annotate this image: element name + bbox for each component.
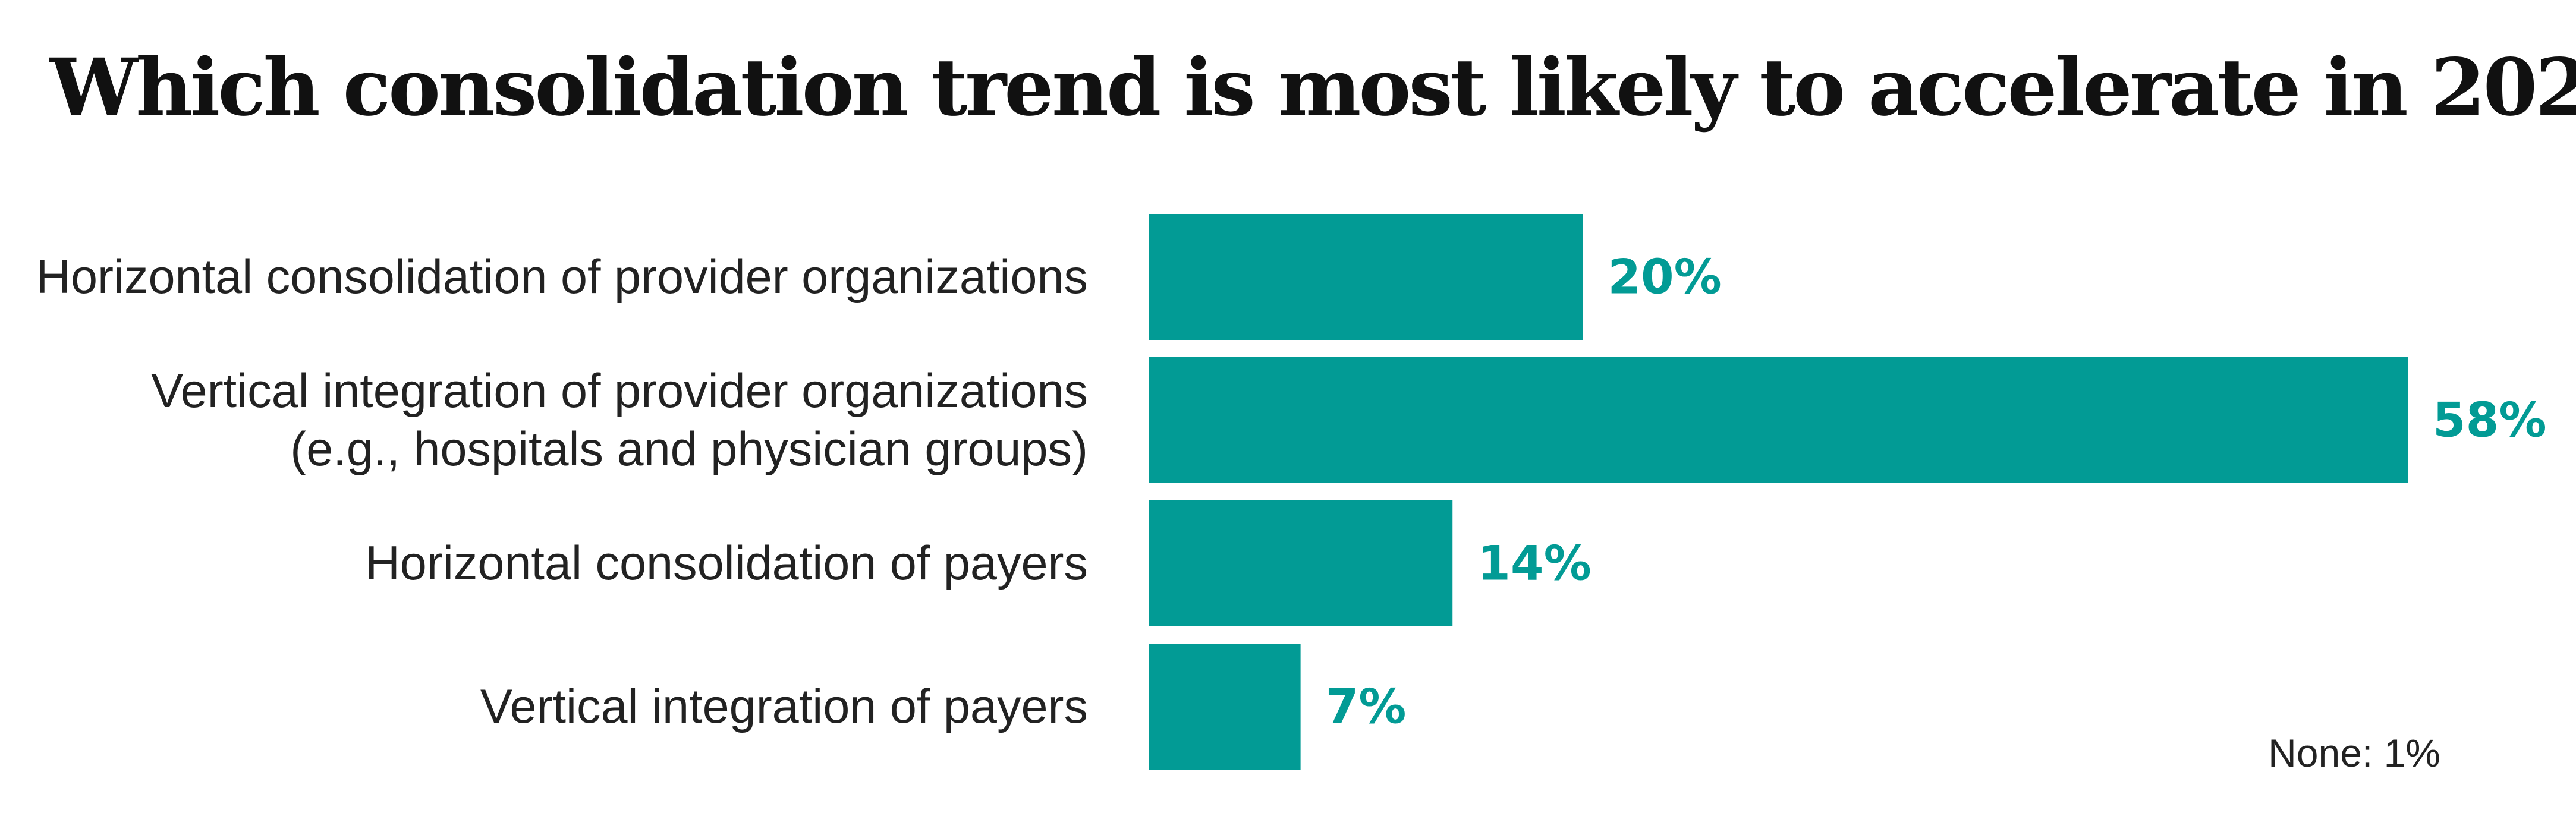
value-label-1: 58% [2433, 393, 2546, 448]
value-label-2: 14% [1477, 536, 1591, 591]
chart-title: Which consolidation trend is most likely… [49, 42, 2576, 134]
bar-1 [1149, 357, 2408, 483]
bars-layer: 20% Horizontal consolidation of provider … [36, 214, 2546, 770]
category-label-0: Horizontal consolidation of provider org… [36, 250, 1088, 304]
category-label-2: Horizontal consolidation of payers [365, 537, 1088, 590]
bar-0 [1149, 214, 1583, 340]
bar-3 [1149, 644, 1301, 770]
category-label-1-line-1: (e.g., hospitals and physician groups) [290, 423, 1088, 476]
category-label-1-line-0: Vertical integration of provider organiz… [151, 364, 1088, 418]
value-label-0: 20% [1608, 250, 1721, 305]
bar-2 [1149, 500, 1453, 626]
category-label-3: Vertical integration of payers [480, 680, 1088, 733]
value-label-3: 7% [1326, 679, 1407, 735]
chart-note: None: 1% [2268, 731, 2440, 775]
